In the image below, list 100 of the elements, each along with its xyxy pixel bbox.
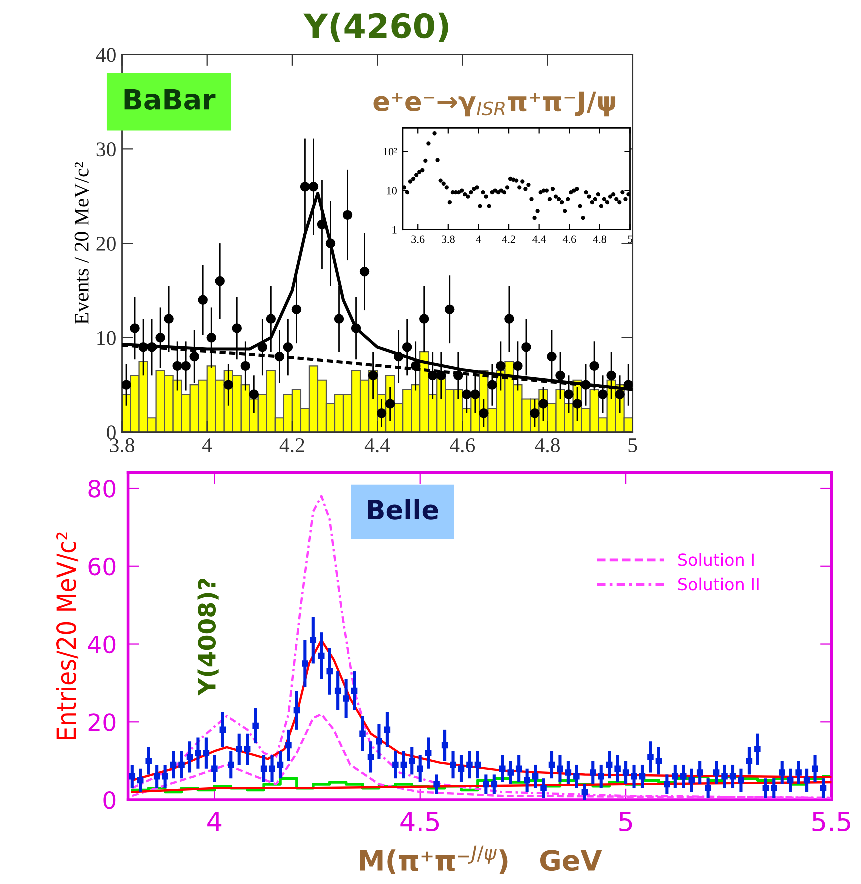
point	[590, 361, 600, 372]
y-tick-label: 0	[107, 426, 116, 440]
x-tick-label: 4	[202, 438, 212, 452]
point	[172, 361, 182, 372]
y-tick-label: 10²	[384, 148, 398, 156]
point	[249, 390, 260, 400]
point	[454, 370, 464, 381]
point	[402, 342, 412, 352]
y-tick-label: 10	[387, 187, 397, 195]
point	[206, 333, 216, 343]
point	[530, 408, 540, 418]
point	[504, 314, 514, 324]
point	[572, 399, 582, 409]
point	[283, 342, 294, 352]
point	[240, 361, 251, 372]
point	[190, 352, 200, 362]
point	[564, 390, 574, 400]
y-tick-label: 40	[96, 48, 116, 62]
y-tick-label: 20	[96, 236, 116, 251]
y-axis-title: Entries/20 MeV/c²	[56, 532, 79, 740]
point	[300, 182, 310, 192]
point	[147, 342, 157, 352]
x-tick-label: 5	[628, 438, 638, 452]
point	[615, 390, 625, 400]
point	[488, 380, 498, 390]
point	[274, 352, 285, 362]
x-tick-label: 4	[476, 236, 482, 244]
y-tick-label: 0	[104, 791, 116, 810]
x-axis-title: M(π⁺π⁻$^{J/ψ}$) GeV	[360, 846, 602, 874]
point	[224, 380, 234, 390]
point	[436, 370, 446, 381]
annotation: BaBar	[124, 89, 216, 110]
point	[292, 304, 302, 314]
x-tick-label: 3.8	[442, 236, 455, 244]
legend-label: Solution I	[678, 553, 754, 566]
y-tick-label: 20	[88, 714, 116, 732]
point	[258, 342, 268, 352]
annotation: Belle	[368, 499, 438, 520]
point	[606, 370, 616, 381]
point	[308, 182, 319, 192]
point	[479, 408, 489, 418]
point	[470, 390, 480, 400]
x-tick-label: 4.2	[502, 236, 516, 244]
x-tick-label: 4.6	[562, 236, 576, 244]
x-tick-label: 4.8	[593, 236, 606, 244]
point	[522, 342, 532, 352]
x-tick-label: 5	[620, 812, 632, 832]
point	[360, 266, 370, 277]
point	[368, 370, 378, 381]
x-tick-label: 5.5	[812, 812, 850, 832]
y-tick-label: 30	[96, 142, 116, 157]
point	[598, 390, 608, 400]
x-tick-label: 4.2	[280, 438, 304, 453]
point	[326, 238, 336, 248]
point	[462, 390, 472, 400]
x-tick-label: 4.5	[400, 812, 440, 832]
x-tick-label: 4.4	[364, 438, 390, 453]
y-tick-label: 1	[392, 226, 397, 234]
point	[351, 324, 362, 334]
y-tick-label: 10	[98, 331, 116, 346]
point	[181, 361, 191, 372]
point	[556, 370, 566, 381]
x-tick-label: 4.4	[532, 236, 546, 244]
y-tick-label: 60	[88, 558, 116, 576]
x-tick-label: 4	[208, 812, 222, 832]
chart-title: Y(4260)	[304, 12, 448, 43]
y-tick-label: 80	[88, 480, 116, 498]
legend-label: Solution II	[678, 578, 759, 591]
line-series	[131, 781, 832, 794]
point	[410, 361, 421, 372]
annotation: e⁺e⁻→γ$_{ISR}$π⁺π⁻J/ψ	[374, 92, 616, 117]
point	[624, 380, 633, 390]
point	[496, 361, 506, 372]
point	[538, 399, 548, 409]
point	[215, 276, 225, 286]
point	[198, 295, 208, 306]
point	[164, 314, 174, 324]
point	[581, 380, 591, 390]
point	[334, 314, 344, 324]
point	[547, 352, 557, 362]
point	[428, 370, 438, 381]
y-axis-title: Events / 20 MeV/c²	[74, 162, 89, 324]
point	[419, 314, 430, 324]
point	[130, 324, 140, 334]
x-tick-label: 3.6	[412, 236, 425, 244]
annotation: Y(4008)?	[198, 578, 219, 696]
point	[385, 399, 396, 409]
x-tick-label: 4.6	[450, 438, 476, 453]
point	[445, 304, 455, 314]
point	[376, 408, 387, 418]
x-tick-label: 3.8	[110, 438, 134, 453]
point	[266, 314, 276, 324]
point	[394, 352, 404, 362]
point	[232, 324, 242, 334]
x-tick-label: 4.8	[535, 438, 560, 453]
point	[122, 380, 132, 390]
point	[138, 342, 148, 352]
point	[342, 210, 353, 220]
point	[156, 333, 166, 343]
point	[513, 361, 523, 372]
